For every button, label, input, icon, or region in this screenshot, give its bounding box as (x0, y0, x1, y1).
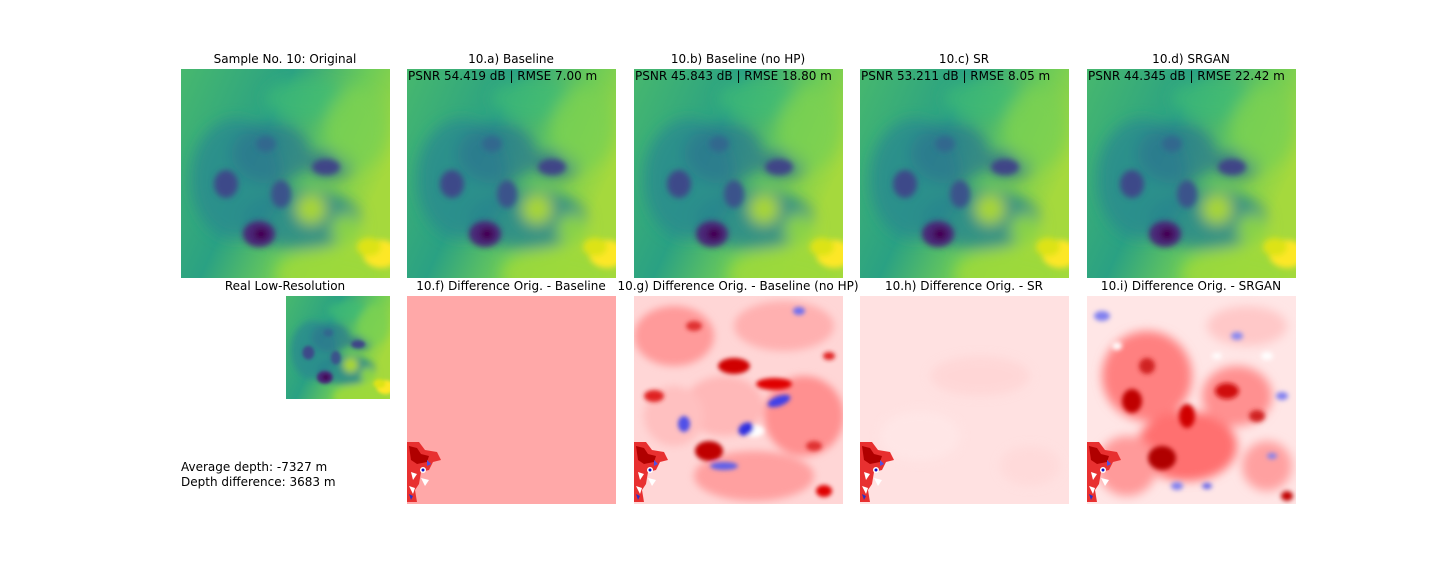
baseline-nohp-image (634, 69, 843, 278)
diff-baseline-title: 10.f) Difference Orig. - Baseline (416, 279, 606, 293)
diff-srgan-title: 10.i) Difference Orig. - SRGAN (1100, 279, 1282, 293)
diff-baseline-image (407, 296, 616, 504)
baseline-title: 10.a) Baseline (468, 52, 554, 66)
srgan-title: 10.d) SRGAN (1152, 52, 1230, 66)
average-depth: Average depth: -7327 m (181, 460, 328, 474)
diff-baseline-nohp-image (634, 296, 843, 504)
srgan-metric: PSNR 44.345 dB | RMSE 22.42 m (1088, 69, 1285, 83)
baseline-metric: PSNR 54.419 dB | RMSE 7.00 m (408, 69, 598, 83)
sr-title: 10.c) SR (938, 52, 990, 66)
sr-metric: PSNR 53.211 dB | RMSE 8.05 m (861, 69, 1051, 83)
sr-image (860, 69, 1069, 278)
lowres-image (286, 296, 390, 399)
baseline-image (407, 69, 616, 278)
original-title: Sample No. 10: Original (213, 52, 357, 66)
diff-sr-image (860, 296, 1069, 504)
baseline-nohp-metric: PSNR 45.843 dB | RMSE 18.80 m (635, 69, 832, 83)
diff-baseline-nohp-title: 10.g) Difference Orig. - Baseline (no HP… (617, 279, 859, 293)
baseline-nohp-title: 10.b) Baseline (no HP) (670, 52, 806, 66)
depth-difference: Depth difference: 3683 m (181, 475, 336, 489)
diff-srgan-image (1087, 296, 1296, 504)
srgan-image (1087, 69, 1296, 278)
diff-sr-title: 10.h) Difference Orig. - SR (885, 279, 1043, 293)
original-image (181, 69, 390, 278)
lowres-title: Real Low-Resolution (224, 279, 346, 293)
